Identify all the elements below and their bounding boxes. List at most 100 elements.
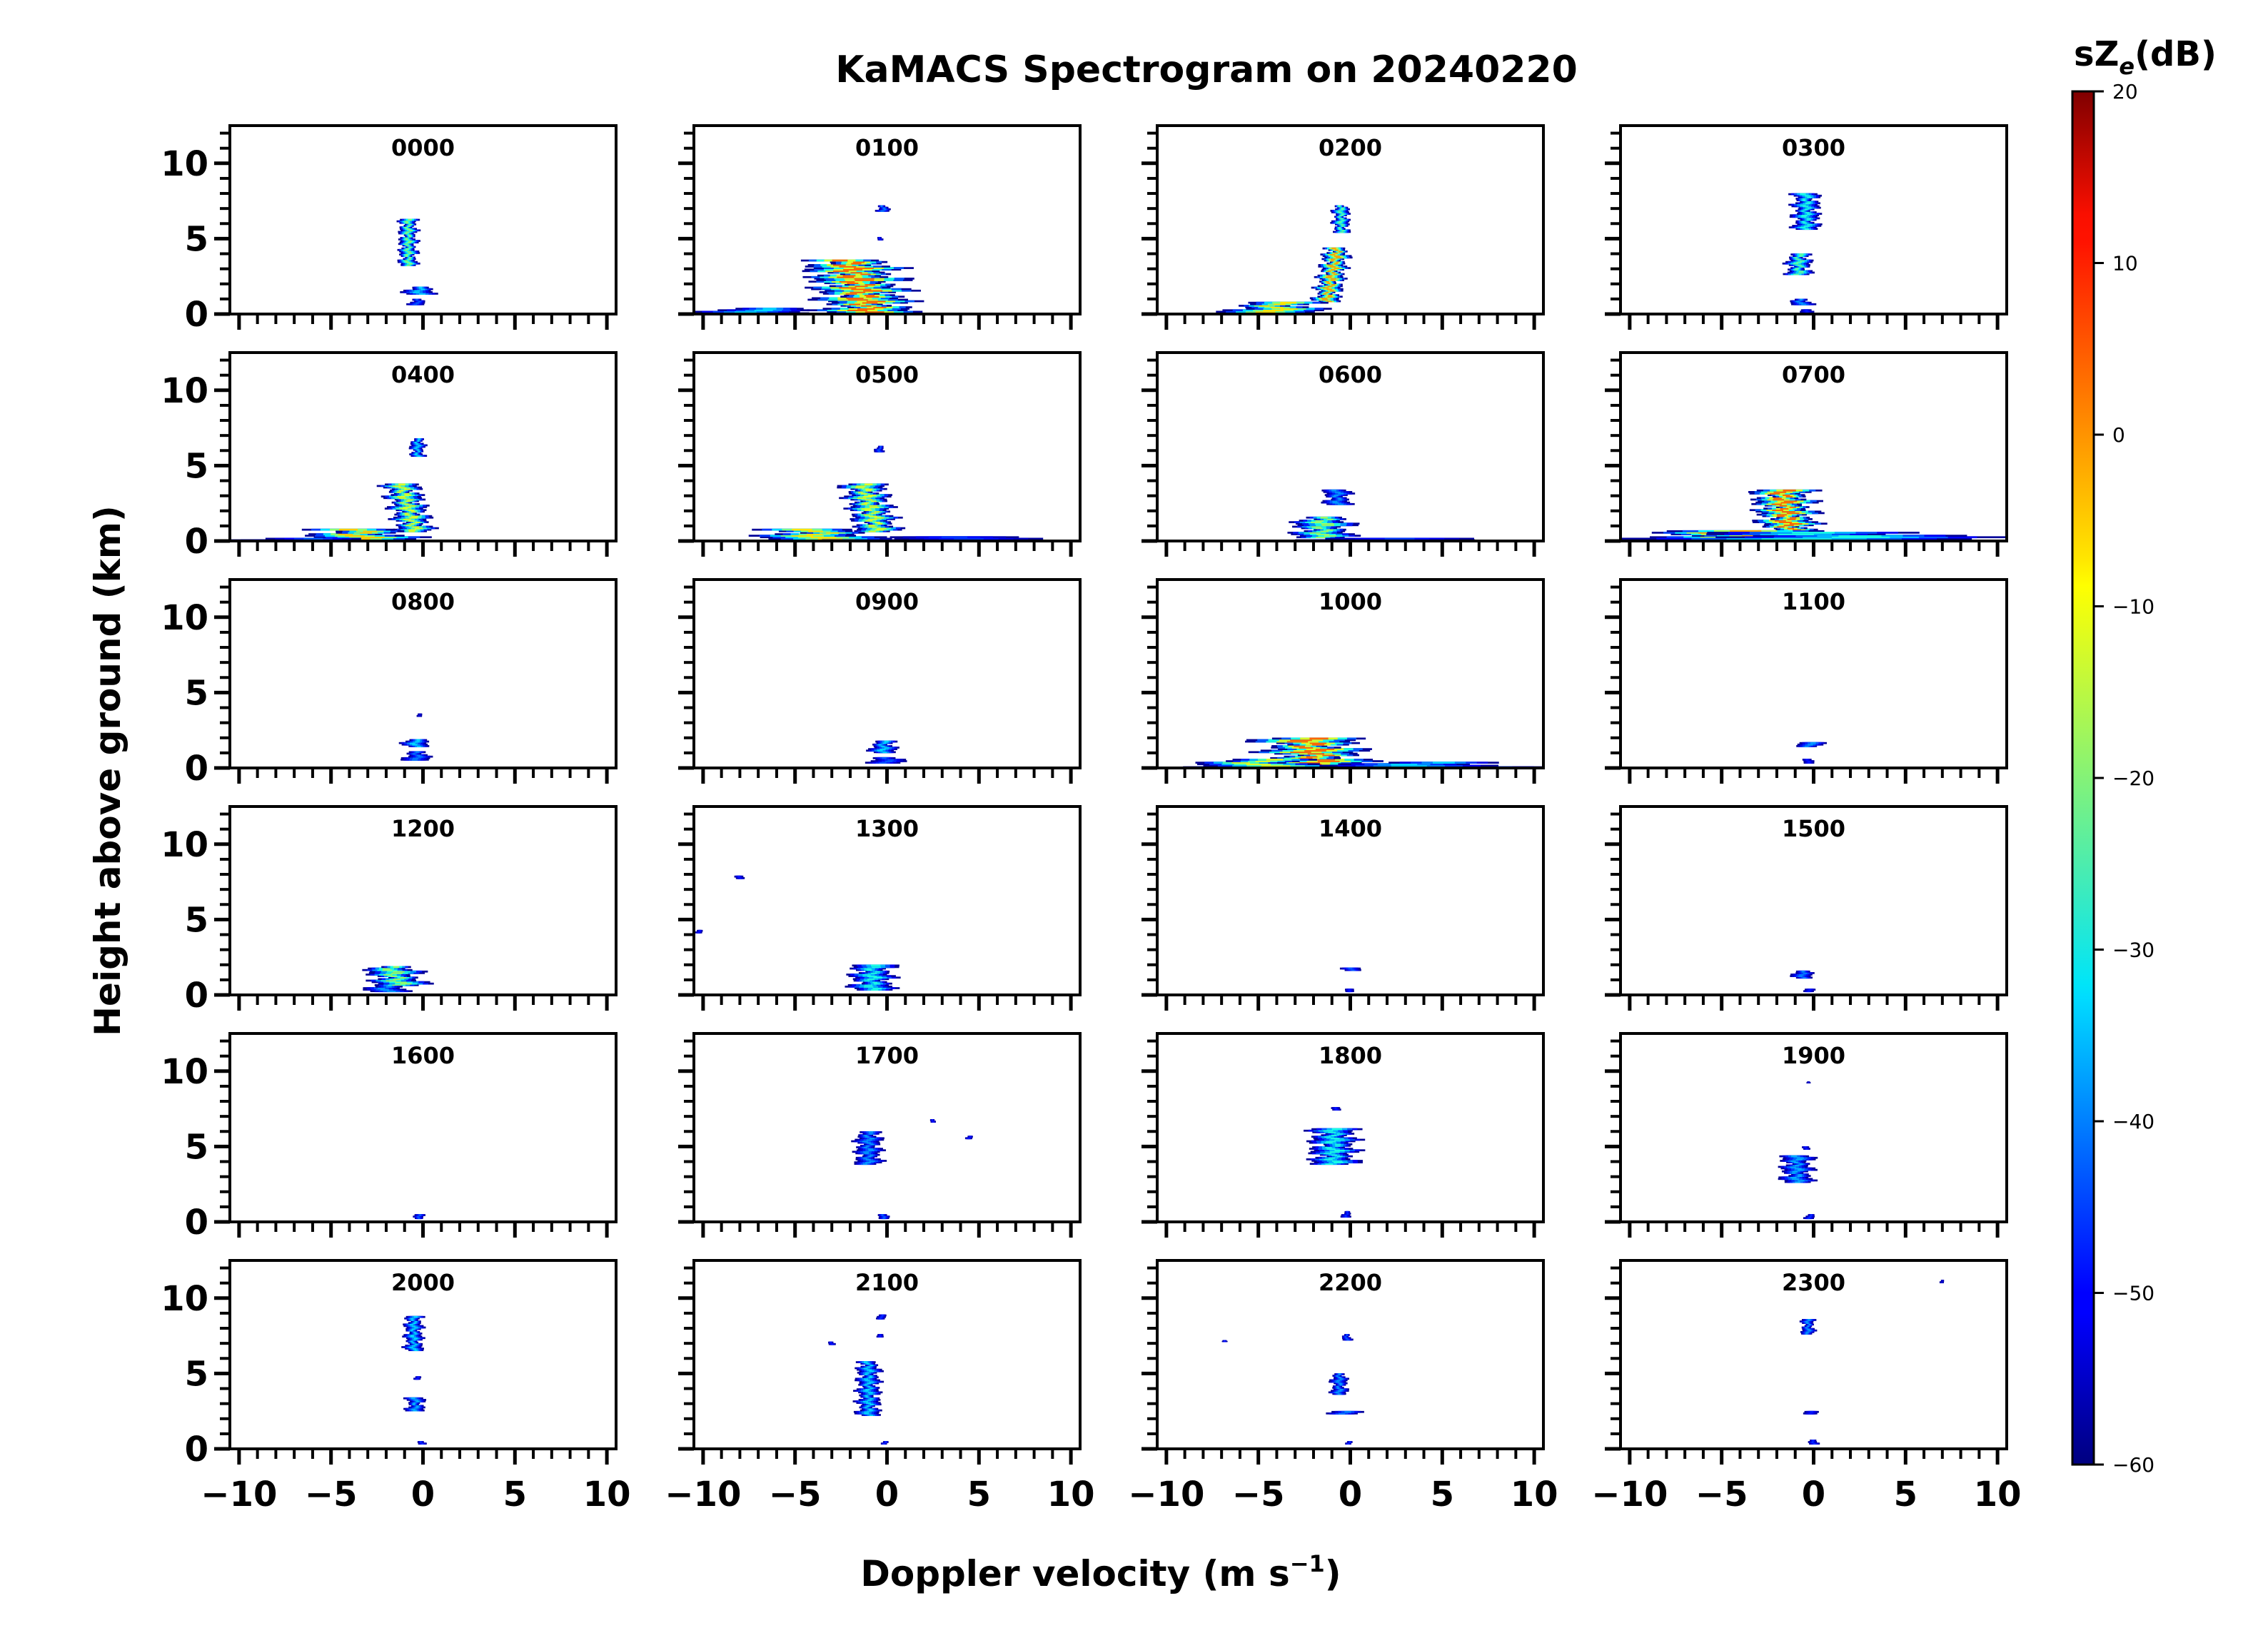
spectrum-cell [1290,739,1312,742]
spectrum-cell [380,989,389,991]
spectrum-cell [830,1341,832,1344]
panel-1800: 1800 [1141,1032,1545,1238]
spectrum-cell [879,236,880,239]
panel-spectra [398,713,433,761]
panel-time-label: 0300 [1782,134,1845,161]
spectrum-cell [1327,270,1331,273]
spectrum-cell [1322,298,1328,301]
spectrum-cell [1321,524,1334,527]
spectrum-cell [410,1340,413,1343]
spectrum-cell [863,1151,870,1153]
spectrum-cell [865,1379,870,1382]
spectrum-cell [1337,502,1344,505]
panel-background [230,1033,616,1222]
spectrum-cell [410,1329,413,1332]
spectrum-cell [1808,743,1813,746]
spectrum-cell [1326,275,1332,278]
spectrum-cell [411,515,418,517]
spectrum-cell [1339,1383,1342,1386]
spectral-feature [852,1361,884,1416]
spectrum-cell [697,931,700,934]
spectrum-cell [1280,301,1296,304]
spectrum-cell [1806,218,1810,221]
spectrum-cell [1340,214,1343,217]
spectrum-cell [393,970,405,973]
spectrum-cell [415,1406,419,1409]
spectrum-cell [1800,193,1806,196]
spectral-feature [865,757,907,764]
spectrum-cell [416,1377,418,1380]
spectrum-cell [874,516,884,519]
spectrum-cell [413,1409,417,1412]
spectrum-cell [1808,1319,1811,1321]
spectrum-cell [412,525,419,528]
spectrum-cell [418,1214,421,1216]
spectrum-cell [1791,1172,1796,1174]
spectrum-cell [1802,199,1805,201]
spectrum-cell [1331,1128,1342,1131]
spectrum-cell [1327,285,1333,288]
spectrum-cell [864,986,874,988]
spectrum-cell [1799,253,1804,256]
spectrum-cell [413,1322,416,1325]
spectrum-cell [404,232,408,235]
spectrum-cell [870,1153,874,1156]
spectrum-cell [1391,764,1427,767]
spectrum-cell [1787,527,1794,530]
spectrum-cell [1316,759,1336,761]
spectrum-cell [852,261,865,263]
spectrum-cell [739,876,742,879]
spectrum-cell [1795,267,1799,269]
spectrum-cell [877,522,882,525]
spectrum-cell [869,515,877,517]
panel-background [230,126,616,314]
spectrum-cell [1341,208,1344,211]
spectrum-cell [418,714,420,717]
spectrum-cell [1789,506,1796,508]
spectrum-cell [854,278,875,280]
spectrum-cell [1346,1210,1349,1213]
spectrum-cell [870,1387,874,1389]
spectral-feature [413,1376,422,1380]
spectrum-cell [865,487,873,490]
spectrum-cell [1805,1326,1808,1329]
spectrum-cell [831,1343,833,1345]
panel-time-label: 0000 [391,134,455,161]
y-tick-label: 0 [185,295,208,335]
spectrum-cell [866,1144,870,1147]
panel-time-label: 1600 [391,1042,455,1069]
spectrum-cell [878,743,882,746]
spectrum-cell [850,291,866,293]
spectrum-cell [1315,527,1323,530]
panel-2300: 2300 −10 −5 0 5 10 [1591,1259,2022,1515]
spectrum-cell [1349,1441,1351,1443]
spectrum-cell [390,975,398,977]
panel-spectra [1287,489,1476,541]
spectrum-cell [867,975,877,977]
spectral-feature [1802,759,1815,764]
spectrum-cell [881,745,885,747]
spectrum-cell [1807,213,1813,215]
spectrum-cell [414,1326,418,1329]
x-axis-label: Doppler velocity (m s−1) [860,1550,1341,1594]
spectral-feature [866,740,899,754]
spectrum-cell [410,1317,414,1320]
colorbar: sZe(dB) 20 10 0 −10 −20 −30 −40 −50 −60 [2071,34,2217,1477]
x-tick-label: −5 [305,1475,358,1515]
colorbar-gradient [2071,90,2095,1466]
spectrum-cell [1776,513,1787,516]
spectrum-cell [415,521,420,523]
spectral-feature [964,1136,973,1140]
spectrum-cell [404,487,410,490]
panel-0400: 0400 0 5 10 [161,351,618,562]
spectrum-cell [1326,1148,1336,1150]
y-tick-label: 0 [185,1430,208,1470]
spectrum-cell [1341,223,1344,226]
panel-background [1157,580,1543,768]
spectrum-cell [1809,989,1812,991]
panel-background [230,580,616,768]
panel-spectra [1782,193,1823,313]
spectrum-cell [1331,271,1335,274]
spectrum-cell [415,1343,418,1345]
